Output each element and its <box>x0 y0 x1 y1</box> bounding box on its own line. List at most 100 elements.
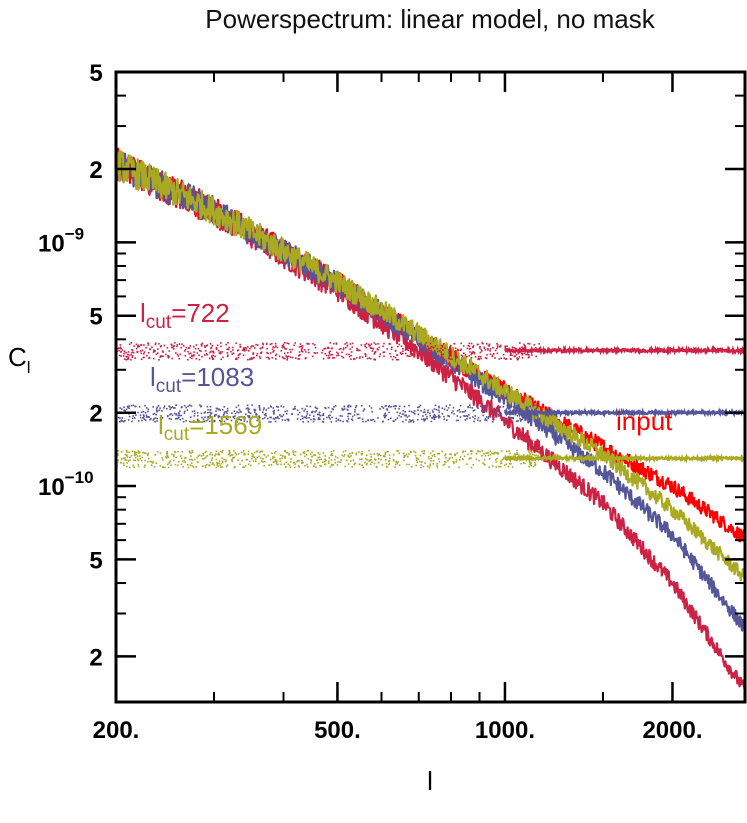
noise-dot <box>499 344 502 347</box>
noise-dot <box>510 405 512 408</box>
noise-dot <box>430 460 432 462</box>
noise-dot <box>472 416 474 418</box>
noise-dot <box>535 407 537 410</box>
noise-dot <box>507 418 509 420</box>
noise-dot <box>534 418 536 421</box>
noise-dot <box>332 450 335 452</box>
noise-dot <box>294 342 296 344</box>
noise-dot <box>468 414 470 416</box>
annotation-input: input <box>616 406 673 436</box>
noise-dot <box>126 451 128 453</box>
noise-dot <box>145 414 148 417</box>
noise-dot <box>183 460 186 462</box>
noise-dot <box>428 466 431 469</box>
noise-dot <box>409 346 411 349</box>
noise-dot <box>190 405 193 407</box>
noise-dot <box>136 346 139 348</box>
noise-dot <box>409 355 411 358</box>
annotation-subscript: cut <box>164 424 190 445</box>
noise-dot <box>213 464 215 466</box>
noise-dot <box>258 415 260 417</box>
noise-dot <box>469 351 471 353</box>
noise-dot <box>252 352 255 354</box>
noise-dot <box>349 452 351 455</box>
noise-dot <box>131 355 134 357</box>
noise-dot <box>173 454 175 456</box>
noise-dot <box>509 416 511 419</box>
noise-dot <box>174 451 177 454</box>
noise-dot <box>279 414 281 416</box>
noise-dot <box>415 459 418 462</box>
noise-dot <box>153 417 155 420</box>
noise-dot <box>438 411 441 413</box>
noise-dot <box>346 344 349 347</box>
noise-dot <box>206 455 208 457</box>
noise-dot <box>132 415 134 417</box>
noise-dot <box>155 409 158 412</box>
noise-dot <box>417 413 420 416</box>
noise-dot <box>311 411 313 414</box>
noise-dot <box>321 349 324 352</box>
noise-dot <box>296 418 299 420</box>
noise-dot <box>413 356 415 358</box>
annotation-base: input <box>616 406 673 436</box>
noise-dot <box>398 414 400 417</box>
noise-dot <box>445 461 447 463</box>
noise-dot <box>285 348 287 350</box>
noise-dot <box>167 466 170 469</box>
noise-dot <box>303 452 306 455</box>
noise-dot <box>342 420 344 423</box>
noise-dot <box>500 357 502 360</box>
noise-dot <box>490 407 492 409</box>
noise-dot <box>306 450 309 452</box>
noise-dot <box>393 420 395 422</box>
noise-dot <box>423 344 426 346</box>
noise-dot <box>145 346 147 349</box>
noise-dot <box>216 344 219 347</box>
noise-dot <box>309 405 312 408</box>
noise-dot <box>521 353 524 356</box>
noise-dot <box>336 354 338 357</box>
noise-dot <box>455 459 458 461</box>
noise-dot <box>377 461 380 464</box>
noise-dot <box>282 345 285 347</box>
noise-dot <box>231 346 234 349</box>
noise-dot <box>498 465 500 468</box>
noise-dot <box>166 407 168 410</box>
noise-dot <box>120 461 122 464</box>
noise-dot <box>383 416 386 419</box>
noise-dot <box>228 449 230 452</box>
noise-dot <box>287 352 289 354</box>
noise-dot <box>251 452 253 455</box>
noise-dot <box>521 418 524 421</box>
noise-dot <box>120 408 123 410</box>
noise-dot <box>142 414 145 416</box>
plot-frame <box>114 70 747 704</box>
noise-dot <box>467 344 469 347</box>
noise-dot <box>134 357 136 359</box>
noise-dot <box>361 458 363 461</box>
noise-dot <box>347 405 349 408</box>
noise-dot <box>325 354 328 357</box>
noise-dot <box>337 418 340 421</box>
noise-dot <box>189 416 192 418</box>
noise-dot <box>147 454 149 457</box>
noise-dot <box>369 344 371 347</box>
y-axis-label: Cl <box>8 342 31 377</box>
noise-dot <box>144 419 147 421</box>
noise-dot <box>352 459 355 461</box>
noise-dot <box>470 457 472 459</box>
noise-dot <box>424 413 427 416</box>
noise-dot <box>302 452 305 454</box>
noise-dot <box>491 452 493 454</box>
noise-dot <box>406 355 409 357</box>
noise-dot <box>417 458 420 460</box>
noise-dot <box>495 452 498 454</box>
noise-dot <box>219 351 222 353</box>
noise-dot <box>254 347 256 349</box>
noise-dot <box>214 453 217 456</box>
noise-dot <box>275 358 277 360</box>
noise-dot <box>387 418 390 421</box>
noise-dot <box>434 357 436 360</box>
noise-dot <box>448 466 450 468</box>
